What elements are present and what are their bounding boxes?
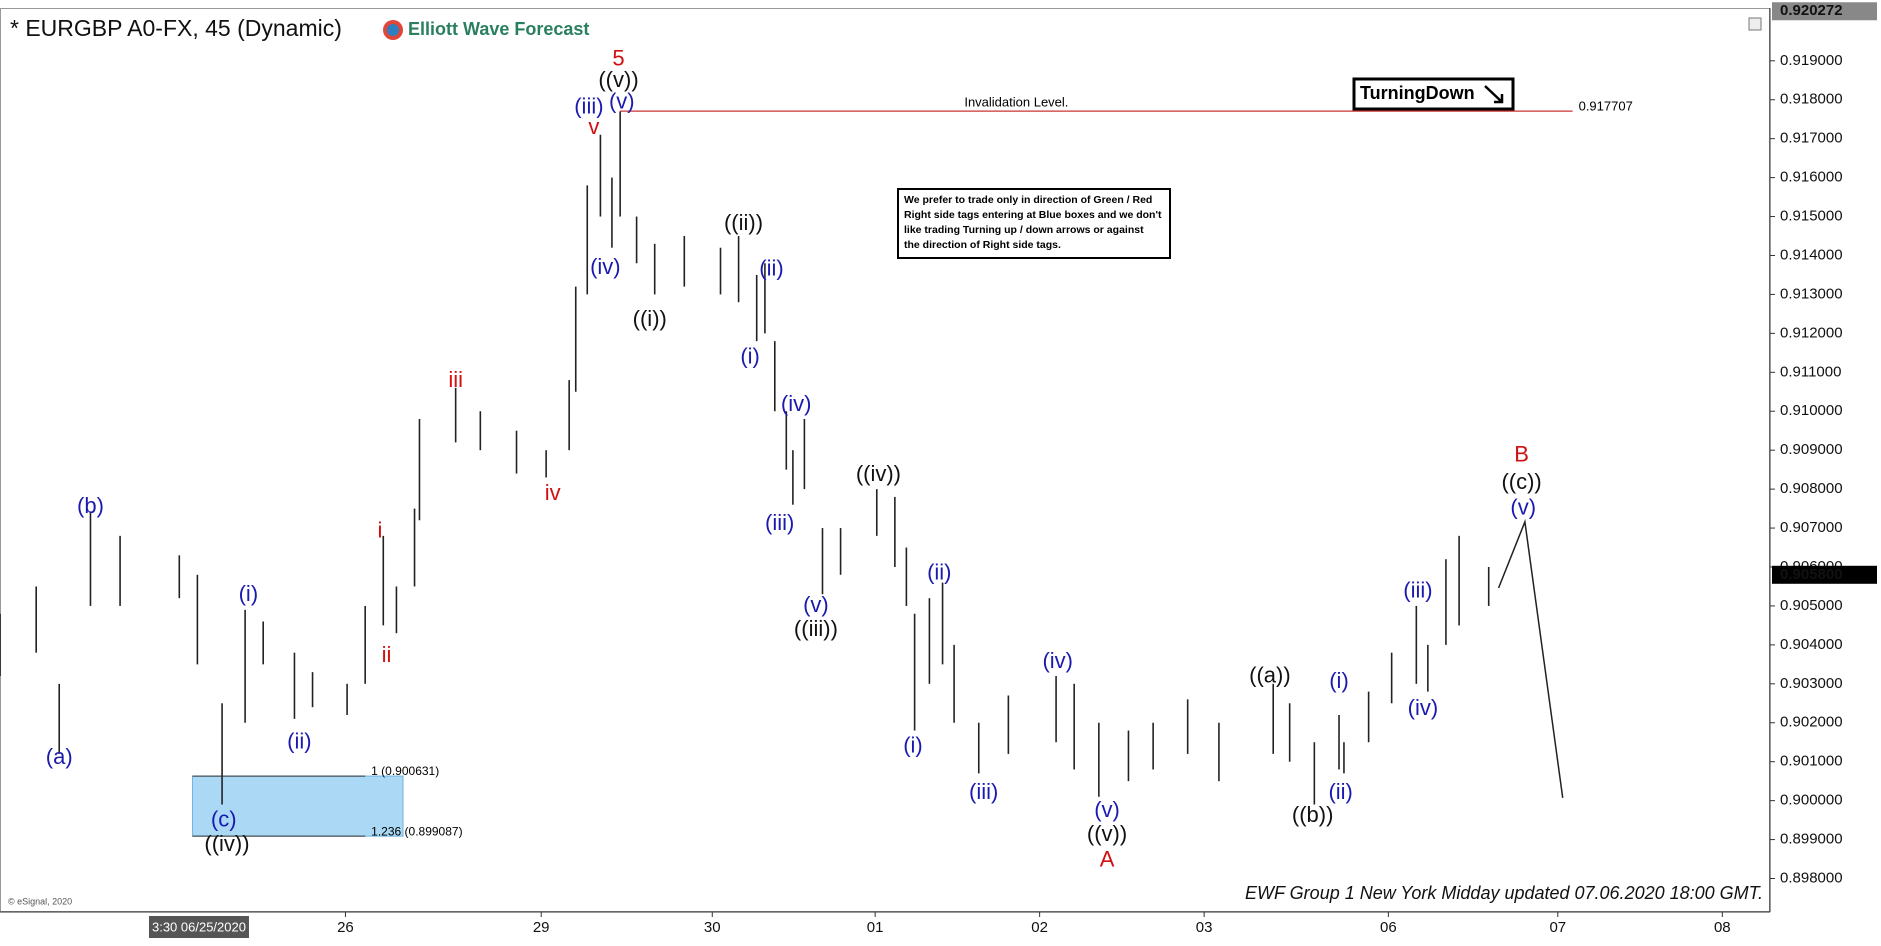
wave-label: ((v)) xyxy=(1087,821,1127,846)
wave-label: (v) xyxy=(1094,797,1120,822)
logo-text: Elliott Wave Forecast xyxy=(408,19,589,39)
wave-label: iv xyxy=(545,480,561,505)
note-box xyxy=(897,188,1171,259)
y-tick-label: 0.907000 xyxy=(1780,519,1843,536)
x-tick-label: 30 xyxy=(704,919,721,936)
y-tick-label: 0.912000 xyxy=(1780,324,1843,341)
y-tick-label: 0.903000 xyxy=(1780,675,1843,692)
note-line: Right side tags entering at Blue boxes a… xyxy=(904,209,1162,221)
wave-label: iii xyxy=(448,367,463,392)
wave-label: (v) xyxy=(1510,494,1536,519)
wave-label: ((b)) xyxy=(1292,802,1334,827)
y-tick-label: 0.911000 xyxy=(1780,363,1841,380)
wave-label: ((iv)) xyxy=(204,831,249,856)
wave-label: (iii) xyxy=(969,779,998,804)
wave-label: v xyxy=(588,114,599,139)
y-tick-label: 0.918000 xyxy=(1780,91,1843,108)
wave-label: ((v)) xyxy=(598,67,638,92)
wave-label: (v) xyxy=(803,592,829,617)
wave-label: ii xyxy=(382,642,392,667)
y-tick-label: 0.919000 xyxy=(1780,52,1843,69)
wave-label: ((i)) xyxy=(633,306,667,331)
note-line: like trading Turning up / down arrows or… xyxy=(904,224,1144,236)
price-axis-area xyxy=(1770,0,1881,941)
wave-label: (iv) xyxy=(1408,695,1439,720)
logo-icon-inner xyxy=(387,24,399,36)
copyright: © eSignal, 2020 xyxy=(8,896,72,906)
wave-label: (iii) xyxy=(1403,577,1432,602)
price-marker-label: 0.905800 xyxy=(1780,566,1843,583)
turning-arrow xyxy=(1484,85,1504,104)
cursor-label-box xyxy=(148,916,249,938)
wave-label: (iii) xyxy=(765,510,794,535)
invalidation-value: 0.917707 xyxy=(1579,99,1633,114)
wave-label: (ii) xyxy=(927,559,951,584)
y-tick-label: 0.904000 xyxy=(1780,636,1843,653)
y-tick-label: 0.902000 xyxy=(1780,714,1843,731)
wave-label: B xyxy=(1514,441,1529,466)
x-tick-label: 08 xyxy=(1714,919,1731,936)
wave-label: (ii) xyxy=(287,728,311,753)
wave-label: (ii) xyxy=(759,256,783,281)
footer: EWF Group 1 New York Midday updated 07.0… xyxy=(1245,883,1763,903)
y-tick-label: 0.910000 xyxy=(1780,402,1843,419)
wave-label: (a) xyxy=(46,744,73,769)
x-tick-label: 02 xyxy=(1031,919,1048,936)
x-tick-label: 07 xyxy=(1549,919,1566,936)
y-tick-label: 0.914000 xyxy=(1780,246,1843,263)
y-tick-label: 0.899000 xyxy=(1780,831,1843,848)
chart-title: * EURGBP A0-FX, 45 (Dynamic) xyxy=(10,15,342,41)
wave-label: ((a)) xyxy=(1249,663,1291,688)
x-tick-label: 26 xyxy=(337,919,354,936)
y-tick-label: 0.900000 xyxy=(1780,792,1843,809)
y-tick-label: 0.917000 xyxy=(1780,130,1843,147)
x-tick-label: 01 xyxy=(867,919,884,936)
wave-label: (i) xyxy=(740,343,760,368)
y-tick-label: 0.908000 xyxy=(1780,480,1843,497)
wave-label: ((c)) xyxy=(1501,469,1541,494)
price-marker-box xyxy=(1772,2,1877,21)
wave-label: (c) xyxy=(211,807,237,832)
wave-label: (iv) xyxy=(781,391,812,416)
y-tick-label: 0.915000 xyxy=(1780,208,1843,225)
wave-label: (iv) xyxy=(590,254,621,279)
turning-tag: TurningDown xyxy=(1360,83,1475,103)
wave-label: (i) xyxy=(239,581,259,606)
projection-path xyxy=(1497,518,1564,799)
wave-label: (iv) xyxy=(1042,648,1073,673)
wave-label: (b) xyxy=(77,493,104,518)
x-tick-label: 06 xyxy=(1380,919,1397,936)
y-tick-label: 0.913000 xyxy=(1780,285,1843,302)
wave-label: (iii) xyxy=(574,93,603,118)
wave-label: ((iii)) xyxy=(794,616,838,641)
wave-label: 5 xyxy=(612,45,624,70)
window-button[interactable] xyxy=(1748,17,1762,31)
wave-label: ((iv)) xyxy=(856,461,901,486)
y-tick-label: 0.909000 xyxy=(1780,441,1843,458)
price-marker-label: 0.920272 xyxy=(1780,2,1843,19)
wave-label: (v) xyxy=(609,89,635,114)
y-tick-label: 0.916000 xyxy=(1780,169,1843,186)
note-line: We prefer to trade only in direction of … xyxy=(904,194,1152,206)
wave-label: ((ii)) xyxy=(724,210,763,235)
fib-label: 1 (0.900631) xyxy=(371,764,439,778)
y-tick-label: 0.901000 xyxy=(1780,753,1843,770)
wave-label: (i) xyxy=(1329,668,1349,693)
fib-label: 1.236 (0.899087) xyxy=(371,824,462,838)
cursor-label: 3:30 06/25/2020 xyxy=(152,919,246,934)
y-tick-label: 0.898000 xyxy=(1780,869,1843,886)
x-tick-label: 03 xyxy=(1196,919,1213,936)
price-marker-box xyxy=(1772,565,1877,584)
note-line: the direction of Right side tags. xyxy=(904,239,1061,251)
wave-label: A xyxy=(1100,846,1115,871)
wave-label: (ii) xyxy=(1328,779,1352,804)
y-tick-label: 0.905000 xyxy=(1780,597,1843,614)
wave-label: i xyxy=(378,517,383,542)
x-tick-label: 29 xyxy=(533,919,550,936)
turning-tag-box xyxy=(1352,77,1515,111)
wave-label: (i) xyxy=(903,732,923,757)
invalidation-label: Invalidation Level. xyxy=(964,95,1068,110)
